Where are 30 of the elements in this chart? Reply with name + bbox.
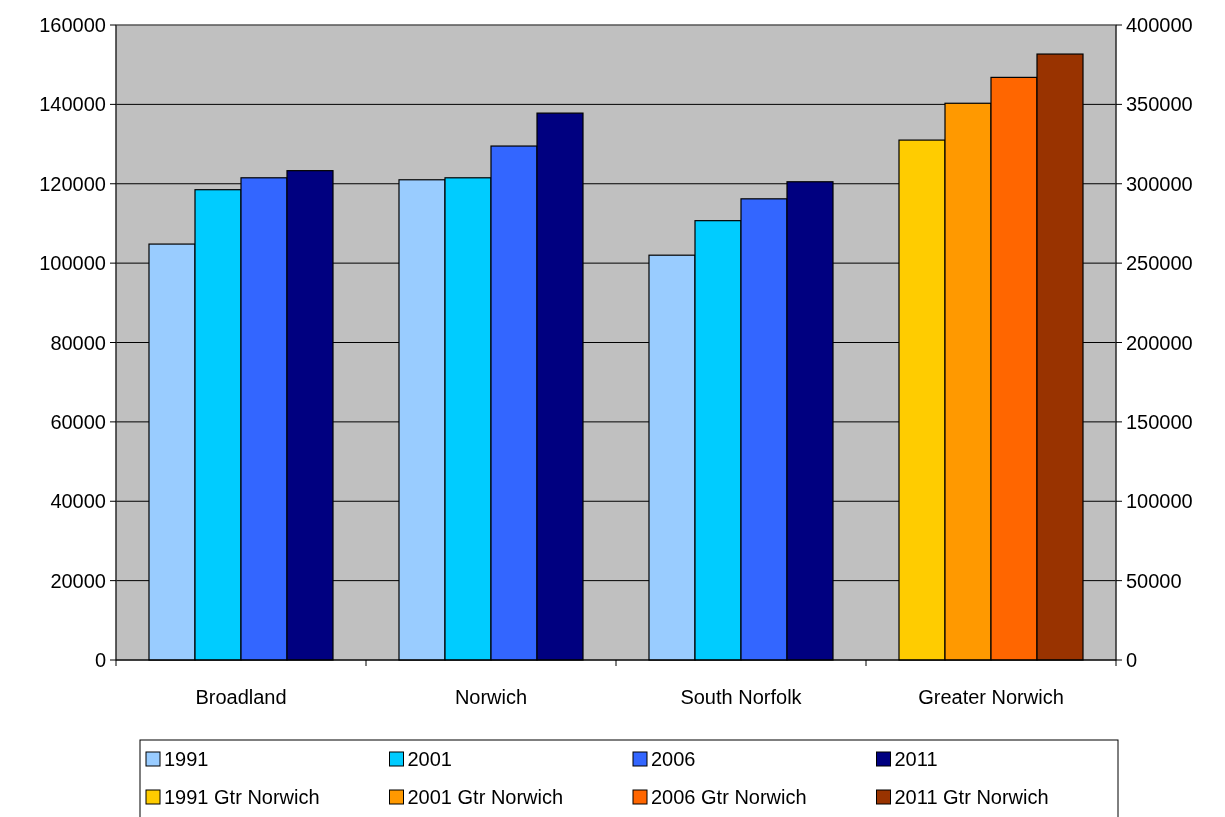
y2-tick-label: 50000 bbox=[1126, 569, 1182, 592]
legend-label: 2001 bbox=[407, 748, 452, 770]
y-tick-label: 100000 bbox=[39, 252, 106, 275]
x-tick-label: Greater Norwich bbox=[918, 686, 1064, 708]
y2-tick-label: 350000 bbox=[1126, 93, 1193, 116]
x-tick-label: Norwich bbox=[454, 686, 528, 708]
legend-label: 2011 bbox=[894, 748, 938, 770]
y2-tick-label: 0 bbox=[1126, 649, 1138, 671]
y2-tick-label: 250000 bbox=[1126, 252, 1193, 275]
y-tick-label: 140000 bbox=[39, 93, 106, 116]
y2-tick-label: 100000 bbox=[1126, 490, 1193, 513]
y-tick-label: 0 bbox=[94, 649, 106, 671]
y2-tick-label: 400000 bbox=[1126, 14, 1193, 36]
y-tick-label: 160000 bbox=[39, 14, 106, 36]
legend-label: 1991 Gtr Norwich bbox=[164, 786, 320, 808]
y-tick-label: 80000 bbox=[50, 331, 106, 354]
y2-tick-label: 200000 bbox=[1126, 331, 1193, 354]
legend-label: 2006 Gtr Norwich bbox=[651, 786, 807, 808]
y2-tick-label: 150000 bbox=[1126, 410, 1193, 433]
y-tick-label: 60000 bbox=[50, 410, 106, 433]
x-tick-label: South Norfolk bbox=[680, 686, 803, 708]
legend-label: 2001 Gtr Norwich bbox=[407, 786, 564, 808]
legend-label: 2011 Gtr Norwich bbox=[894, 786, 1049, 808]
x-tick-label: Broadland bbox=[195, 686, 287, 708]
y-tick-label: 20000 bbox=[50, 569, 106, 592]
y-tick-label: 120000 bbox=[39, 172, 106, 195]
legend-label: 1991 bbox=[164, 748, 209, 770]
y-tick-label: 40000 bbox=[50, 490, 106, 513]
y2-tick-label: 300000 bbox=[1126, 172, 1193, 195]
legend-label: 2006 bbox=[651, 748, 696, 770]
